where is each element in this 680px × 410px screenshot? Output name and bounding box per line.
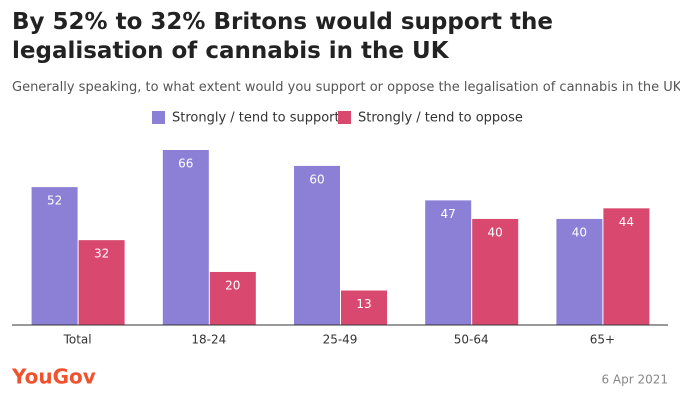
bar <box>556 218 603 325</box>
data-label: 32 <box>94 247 109 261</box>
bar <box>425 200 472 325</box>
chart-subtitle: Generally speaking, to what extent would… <box>12 80 680 95</box>
x-tick-label: 50-64 <box>454 333 489 347</box>
legend-label: Strongly / tend to oppose <box>358 111 523 126</box>
x-tick-label: Total <box>63 333 92 347</box>
legend-label: Strongly / tend to support <box>172 111 340 126</box>
data-label: 47 <box>441 207 456 221</box>
x-tick-label: 65+ <box>590 333 615 347</box>
bar <box>603 208 650 325</box>
data-label: 66 <box>178 157 193 171</box>
data-label: 13 <box>356 297 371 311</box>
bar <box>341 290 387 325</box>
bar <box>209 271 256 325</box>
data-label: 40 <box>572 225 587 239</box>
bar <box>162 150 209 325</box>
data-label: 40 <box>488 225 503 239</box>
logo: YouGov <box>11 365 96 389</box>
bar <box>31 187 78 325</box>
data-label: 44 <box>619 215 634 229</box>
data-label: 52 <box>47 194 62 208</box>
data-label: 60 <box>309 172 324 186</box>
x-tick-label: 25-49 <box>323 333 358 347</box>
bar <box>78 240 125 325</box>
chart-title: By 52% to 32% Britons would support the … <box>12 9 553 64</box>
legend-swatch <box>338 111 351 124</box>
bar <box>294 165 340 325</box>
bar <box>472 218 519 325</box>
date: 6 Apr 2021 <box>601 373 668 387</box>
x-tick-label: 18-24 <box>191 333 226 347</box>
legend-swatch <box>152 111 165 124</box>
data-label: 20 <box>225 278 240 292</box>
